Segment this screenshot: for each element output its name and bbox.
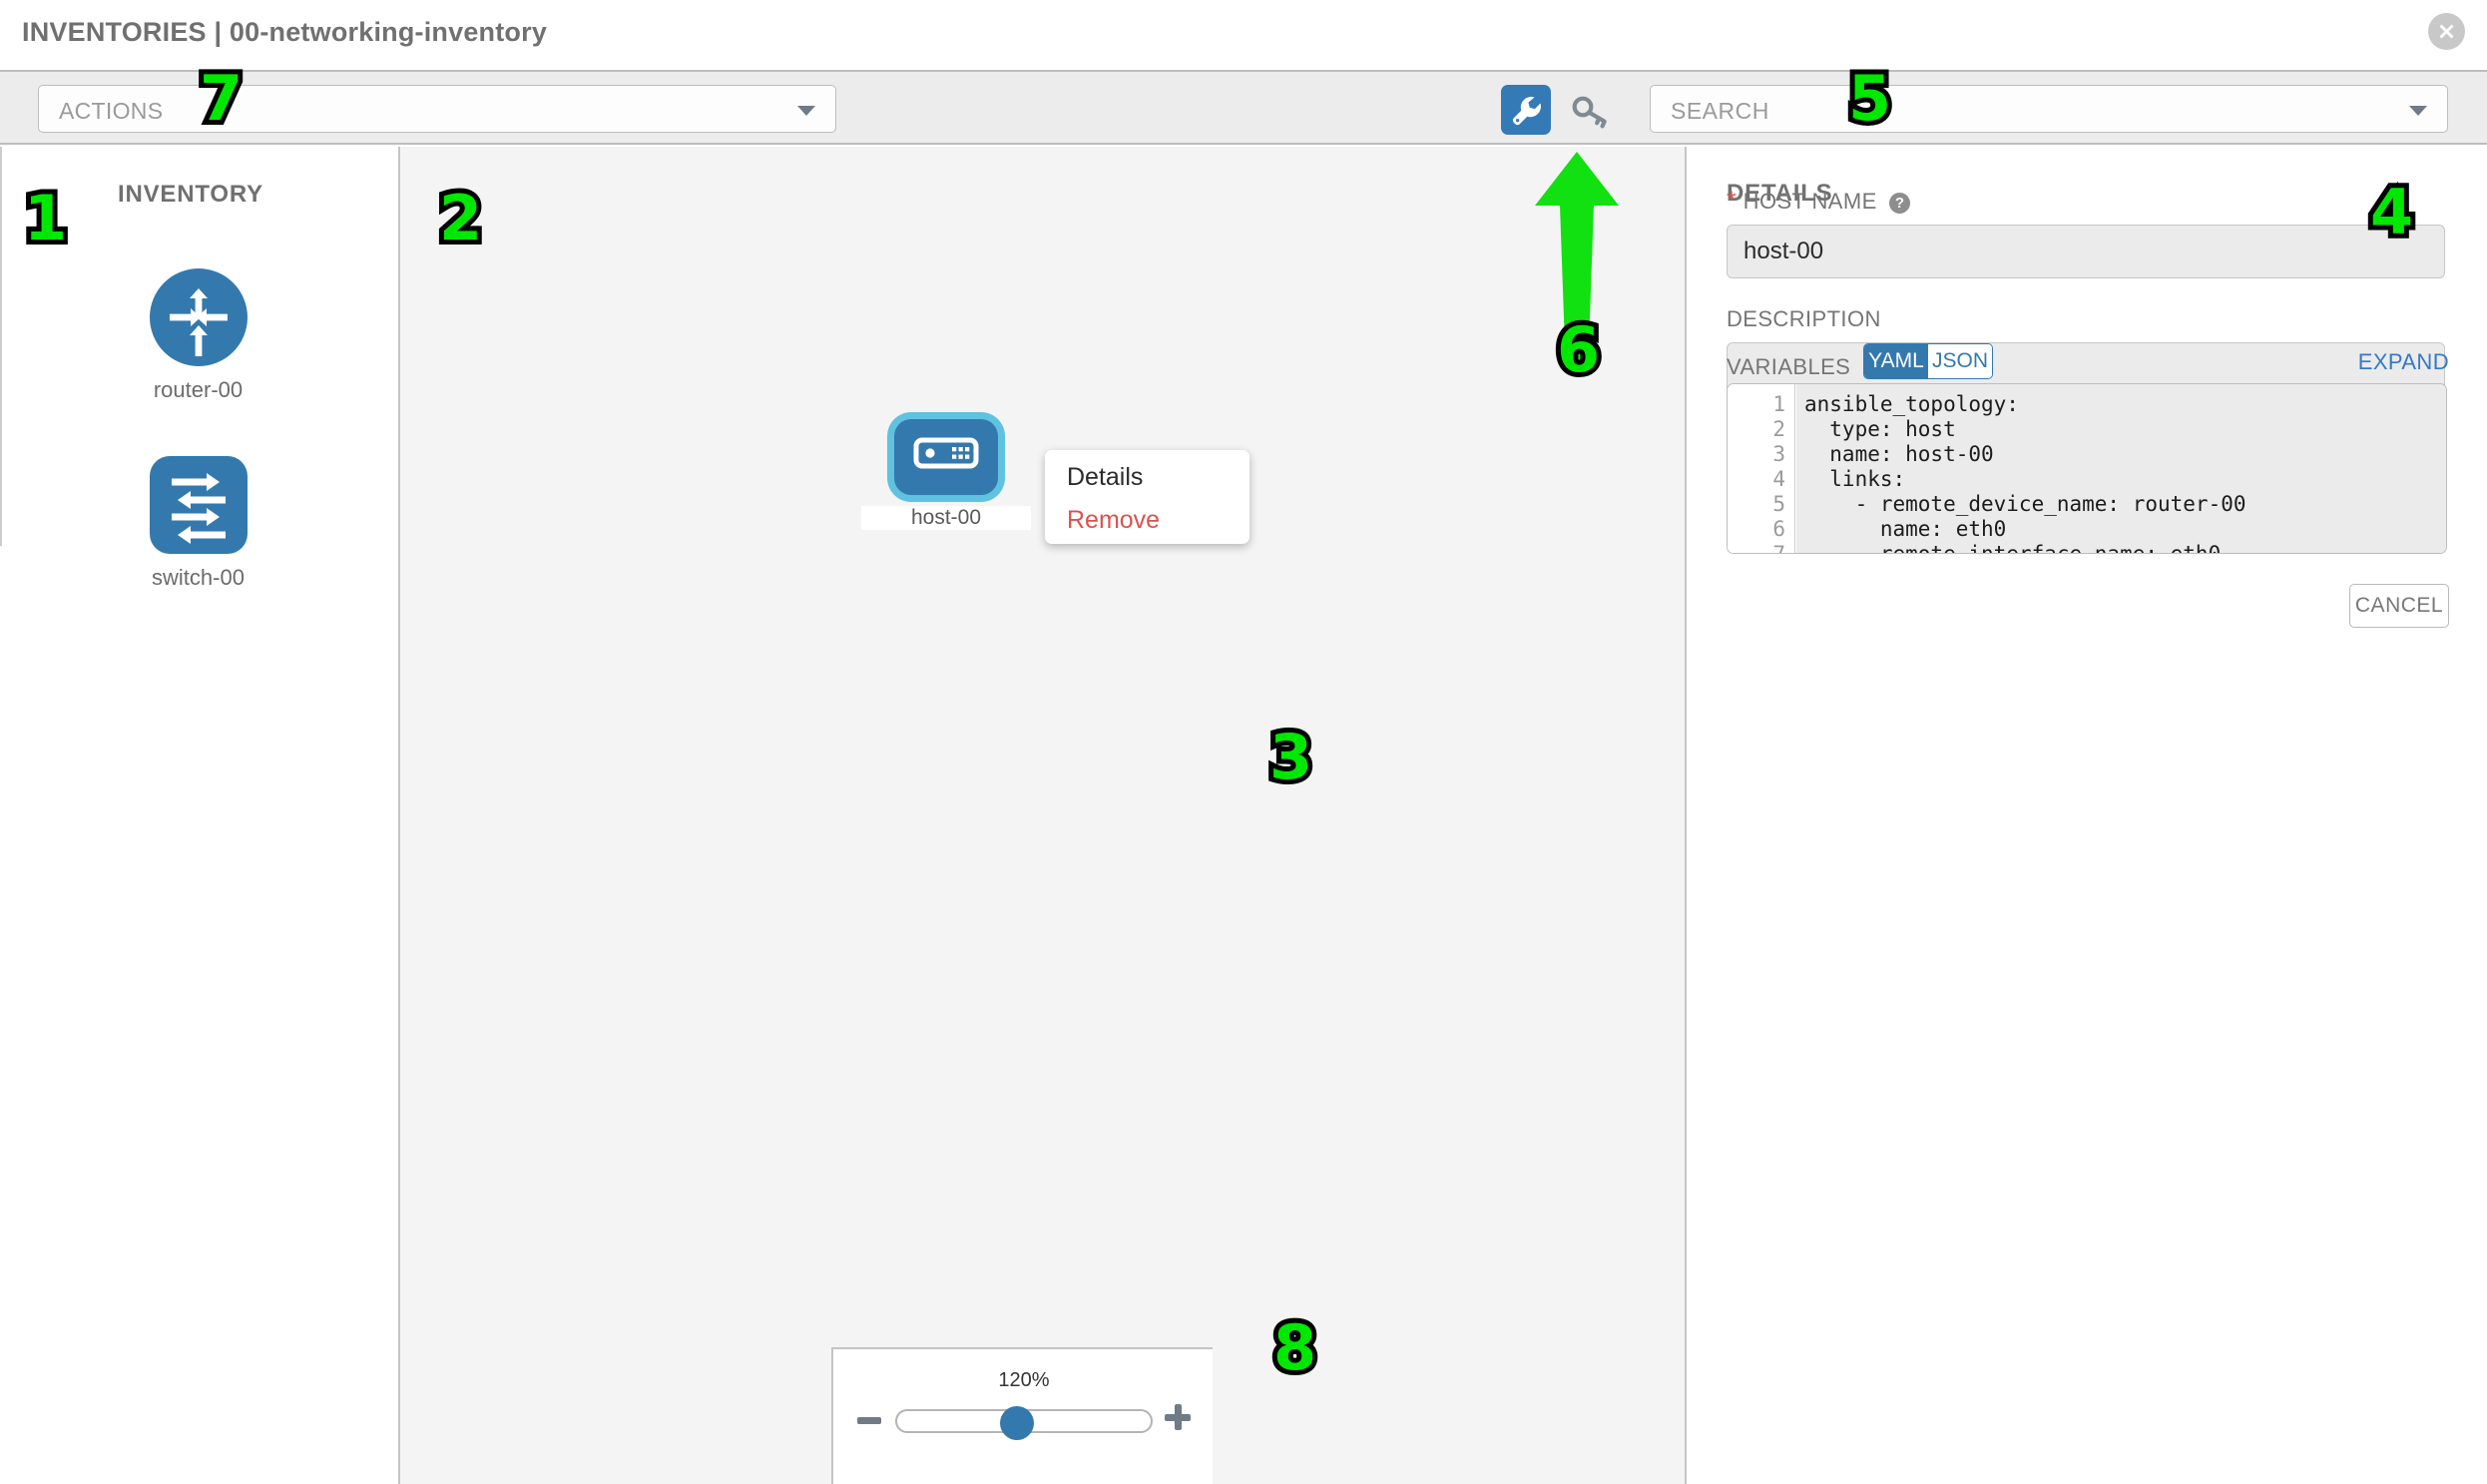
zoom-control-panel: 120%: [831, 1347, 1213, 1484]
host-name-label-text: HOST NAME: [1742, 189, 1877, 214]
zoom-in-button[interactable]: [1165, 1404, 1191, 1430]
sidebar-item-switch-00[interactable]: switch-00: [0, 456, 396, 591]
router-icon[interactable]: [149, 268, 248, 366]
actions-dropdown-label: ACTIONS: [59, 98, 164, 124]
canvas-node-label: host-00: [861, 506, 1031, 531]
code-line: type: host: [1804, 417, 1956, 441]
page-title: INVENTORIES | 00-networking-inventory: [22, 17, 548, 47]
sidebar-item-label: router-00: [153, 377, 244, 402]
zoom-slider-row: [833, 1401, 1215, 1441]
zoom-slider-thumb[interactable]: [1000, 1406, 1034, 1440]
title-bar: INVENTORIES | 00-networking-inventory: [0, 0, 2487, 70]
switch-icon[interactable]: [149, 456, 248, 554]
wrench-icon[interactable]: [1501, 85, 1551, 135]
variables-format-toggle[interactable]: YAML JSON: [1863, 343, 1993, 379]
zoom-slider[interactable]: [895, 1406, 1153, 1440]
required-marker: *: [1727, 187, 1738, 215]
code-line-number: 2: [1772, 417, 1785, 441]
help-circle-icon[interactable]: ?: [1889, 193, 1911, 214]
search-placeholder: SEARCH: [1671, 98, 1769, 124]
details-heading: DETAILS: [1727, 180, 1833, 207]
inventory-sidebar: INVENTORY router-00: [0, 147, 396, 1484]
code-line-number: 4: [1772, 467, 1785, 491]
code-line: name: eth0: [1804, 517, 2007, 541]
details-panel: DETAILS * HOST NAME ? host-00 DESCRIPTIO…: [1689, 147, 2487, 1484]
topology-canvas[interactable]: host-00 Details Remove 120%: [398, 147, 1687, 1484]
code-line: - remote_device_name: router-00: [1804, 492, 2246, 516]
toolbar: ACTIONS SEARCH: [0, 70, 2487, 145]
node-context-menu[interactable]: Details Remove: [1045, 450, 1249, 544]
actions-dropdown[interactable]: ACTIONS: [38, 85, 836, 133]
format-option-yaml[interactable]: YAML: [1864, 344, 1928, 378]
context-menu-item-details[interactable]: Details: [1067, 463, 1144, 491]
chevron-down-icon: [2409, 106, 2427, 116]
search-input[interactable]: SEARCH: [1650, 85, 2448, 133]
zoom-percent-label: 120%: [998, 1369, 1050, 1391]
zoom-out-button[interactable]: [857, 1417, 881, 1424]
code-line-number: 5: [1772, 492, 1785, 516]
variables-label: VARIABLES ?: [1727, 354, 1884, 380]
host-server-icon: [913, 437, 979, 469]
chevron-down-icon: [797, 106, 815, 116]
host-name-value: host-00: [1743, 238, 1824, 264]
canvas-node-host-00[interactable]: [894, 419, 998, 495]
code-line: links:: [1804, 467, 1906, 491]
code-line-number: 3: [1772, 442, 1785, 466]
variables-label-text: VARIABLES: [1727, 354, 1851, 379]
code-pane[interactable]: ansible_topology: type: host name: host-…: [1796, 384, 2446, 553]
key-icon[interactable]: [1565, 85, 1615, 135]
code-line: remote_interface_name: eth0: [1804, 542, 2222, 554]
format-option-json[interactable]: JSON: [1928, 344, 1992, 378]
expand-link[interactable]: EXPAND: [2357, 349, 2449, 374]
code-line: ansible_topology:: [1804, 392, 2019, 416]
host-name-field[interactable]: host-00: [1727, 225, 2445, 278]
code-line-number: 7: [1772, 542, 1785, 554]
code-line: name: host-00: [1804, 442, 1994, 466]
sidebar-item-label: switch-00: [152, 565, 245, 590]
sidebar-item-router-00[interactable]: router-00: [0, 268, 396, 403]
code-line-number: 1: [1772, 392, 1785, 416]
body-area: INVENTORY router-00: [0, 147, 2487, 1484]
code-line-number: 6: [1772, 517, 1785, 541]
sidebar-edge-divider: [0, 147, 2, 546]
context-menu-item-remove[interactable]: Remove: [1067, 506, 1161, 534]
description-label: DESCRIPTION: [1727, 306, 1881, 331]
sidebar-heading: INVENTORY: [118, 181, 263, 208]
close-icon[interactable]: [2428, 13, 2465, 50]
host-name-label: * HOST NAME ?: [1727, 187, 1911, 216]
cancel-button[interactable]: CANCEL: [2349, 584, 2449, 628]
